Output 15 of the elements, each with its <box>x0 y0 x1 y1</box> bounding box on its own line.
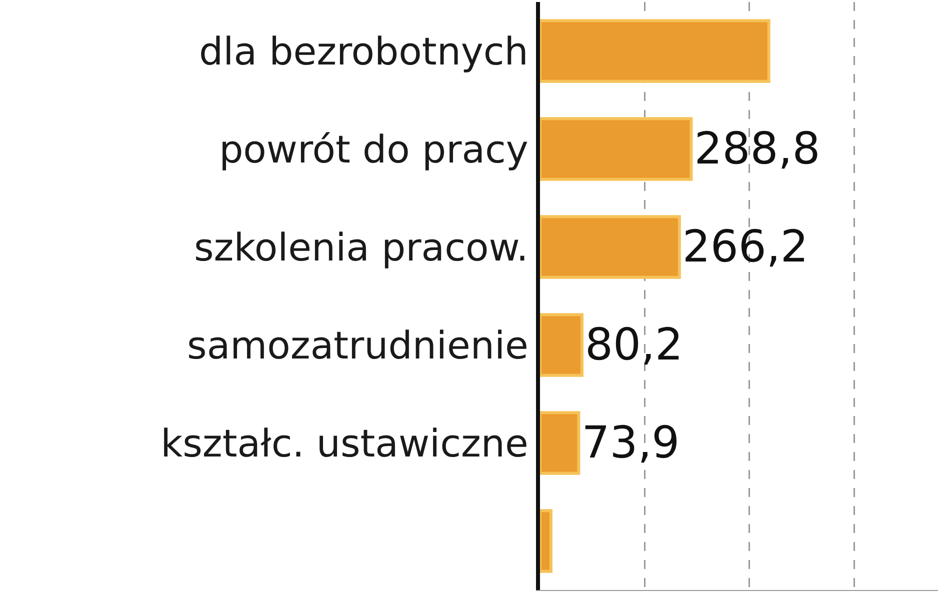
y-tick-label: samozatrudnienie <box>187 323 528 368</box>
data-label: 288,8 <box>694 124 820 174</box>
y-tick-label: szkolenia pracow. <box>194 225 528 270</box>
data-label: 73,9 <box>582 418 680 468</box>
bar <box>540 19 770 83</box>
bar <box>540 411 580 475</box>
bar <box>540 313 584 377</box>
bar <box>540 509 552 573</box>
data-label: 80,2 <box>585 320 683 370</box>
y-tick-label: dla bezrobotnych <box>199 29 528 74</box>
bar <box>540 117 693 181</box>
bar <box>540 215 681 279</box>
data-label: 266,2 <box>682 222 808 272</box>
y-tick-label: kształc. ustawiczne <box>160 421 528 466</box>
y-tick-label: powrót do pracy <box>219 127 528 172</box>
